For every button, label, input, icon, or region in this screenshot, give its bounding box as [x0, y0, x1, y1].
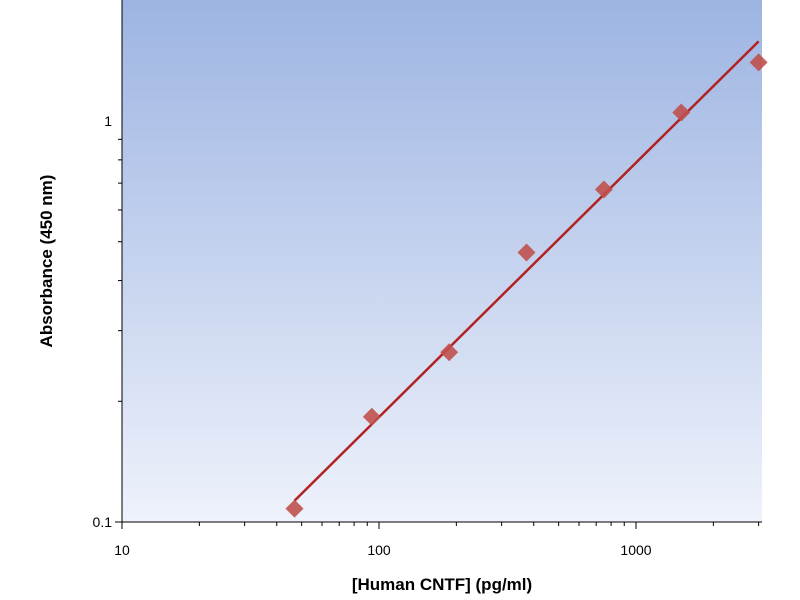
y-axis-title: Absorbance (450 nm) — [37, 175, 56, 348]
data-point — [517, 243, 536, 262]
data-point — [285, 499, 304, 518]
data-point — [594, 180, 613, 199]
y-tick-label: 0.1 — [93, 514, 113, 530]
data-point — [672, 103, 691, 122]
data-point — [749, 53, 768, 72]
y-tick-label: 1 — [104, 113, 112, 129]
data-point — [440, 343, 459, 362]
plot-area — [122, 0, 762, 522]
x-axis-title: [Human CNTF] (pg/ml) — [352, 575, 532, 594]
x-tick-label: 10 — [114, 542, 130, 558]
x-tick-label: 1000 — [620, 542, 651, 558]
x-tick-label: 100 — [367, 542, 391, 558]
data-point — [362, 407, 381, 426]
